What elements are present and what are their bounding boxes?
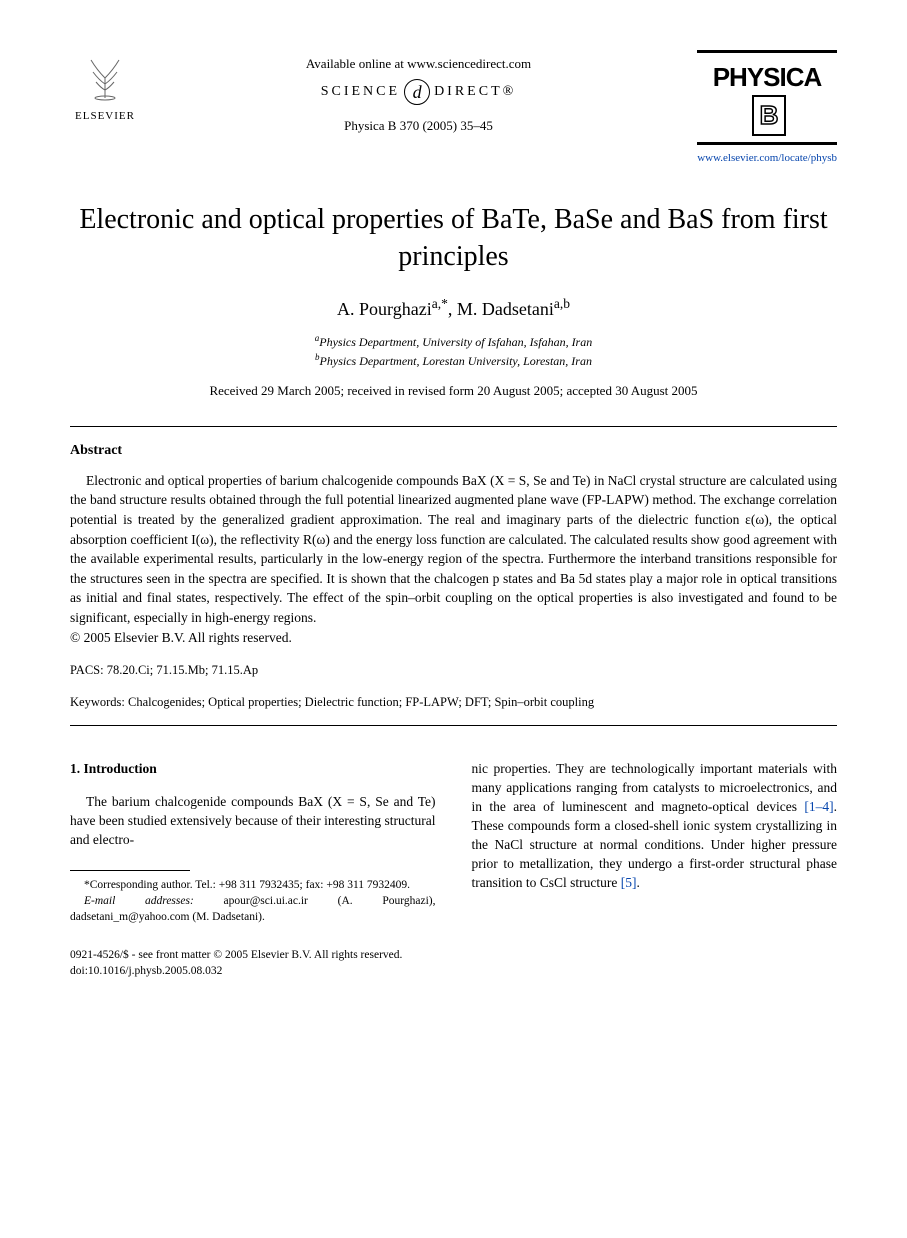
keywords-line: Keywords: Chalcogenides; Optical propert… xyxy=(70,694,837,712)
page-header: ELSEVIER Available online at www.science… xyxy=(70,50,837,166)
journal-brand: PHYSICAB www.elsevier.com/locate/physb xyxy=(697,50,837,166)
ref-link-5[interactable]: [5] xyxy=(621,875,637,890)
article-dates: Received 29 March 2005; received in revi… xyxy=(70,382,837,400)
body-columns: 1. Introduction The barium chalcogenide … xyxy=(70,760,837,925)
abstract-text: Electronic and optical properties of bar… xyxy=(70,471,837,628)
corresponding-author: *Corresponding author. Tel.: +98 311 793… xyxy=(70,877,436,893)
email-label: E-mail addresses: xyxy=(84,895,194,907)
journal-url[interactable]: www.elsevier.com/locate/physb xyxy=(697,151,837,166)
affiliation-b: Physics Department, Lorestan University,… xyxy=(320,354,592,368)
footnotes: *Corresponding author. Tel.: +98 311 793… xyxy=(70,877,436,925)
pacs-line: PACS: 78.20.Ci; 71.15.Mb; 71.15.Ap xyxy=(70,662,837,680)
keywords-value: Chalcogenides; Optical properties; Diele… xyxy=(128,695,594,709)
intro-r3: . xyxy=(637,875,640,890)
column-left: 1. Introduction The barium chalcogenide … xyxy=(70,760,436,925)
authors: A. Pourghazia,*, M. Dadsetania,b xyxy=(70,295,837,322)
journal-name: PHYSICA xyxy=(713,59,822,95)
intro-r1: nic properties. They are technologically… xyxy=(472,761,838,814)
elsevier-tree-icon xyxy=(70,50,140,109)
center-header: Available online at www.sciencedirect.co… xyxy=(140,50,697,135)
citation-line: Physica B 370 (2005) 35–45 xyxy=(140,117,697,135)
journal-title-box: PHYSICAB xyxy=(697,50,837,145)
email-line: E-mail addresses: apour@sci.ui.ac.ir (A.… xyxy=(70,893,436,925)
sciencedirect-logo: SCIENCE d DIRECT® xyxy=(140,79,697,105)
journal-letter: B xyxy=(752,95,787,135)
sd-right: DIRECT® xyxy=(434,84,516,99)
abstract-heading: Abstract xyxy=(70,441,837,461)
copyright-line: © 2005 Elsevier B.V. All rights reserved… xyxy=(70,629,837,648)
publisher-name: ELSEVIER xyxy=(70,109,140,124)
affiliation-a: Physics Department, University of Isfaha… xyxy=(319,335,592,349)
publisher-logo: ELSEVIER xyxy=(70,50,140,124)
sd-left: SCIENCE xyxy=(321,84,400,99)
pacs-value: 78.20.Ci; 71.15.Mb; 71.15.Ap xyxy=(107,663,258,677)
footnote-rule xyxy=(70,870,190,871)
abstract-body: Electronic and optical properties of bar… xyxy=(70,471,837,628)
ref-link-1-4[interactable]: [1–4] xyxy=(804,799,833,814)
intro-heading: 1. Introduction xyxy=(70,760,436,779)
pacs-label: PACS: xyxy=(70,663,104,677)
footer-meta: 0921-4526/$ - see front matter © 2005 El… xyxy=(70,947,837,979)
front-matter-line: 0921-4526/$ - see front matter © 2005 El… xyxy=(70,947,837,963)
intro-para-left: The barium chalcogenide compounds BaX (X… xyxy=(70,793,436,850)
doi-line: doi:10.1016/j.physb.2005.08.032 xyxy=(70,963,837,979)
intro-para-right: nic properties. They are technologically… xyxy=(472,760,838,892)
column-right: nic properties. They are technologically… xyxy=(472,760,838,925)
divider-top xyxy=(70,426,837,427)
sd-d-icon: d xyxy=(404,79,430,105)
affiliations: aPhysics Department, University of Isfah… xyxy=(70,332,837,370)
article-title: Electronic and optical properties of BaT… xyxy=(70,202,837,275)
availability-text: Available online at www.sciencedirect.co… xyxy=(140,55,697,73)
divider-bottom xyxy=(70,725,837,726)
keywords-label: Keywords: xyxy=(70,695,125,709)
